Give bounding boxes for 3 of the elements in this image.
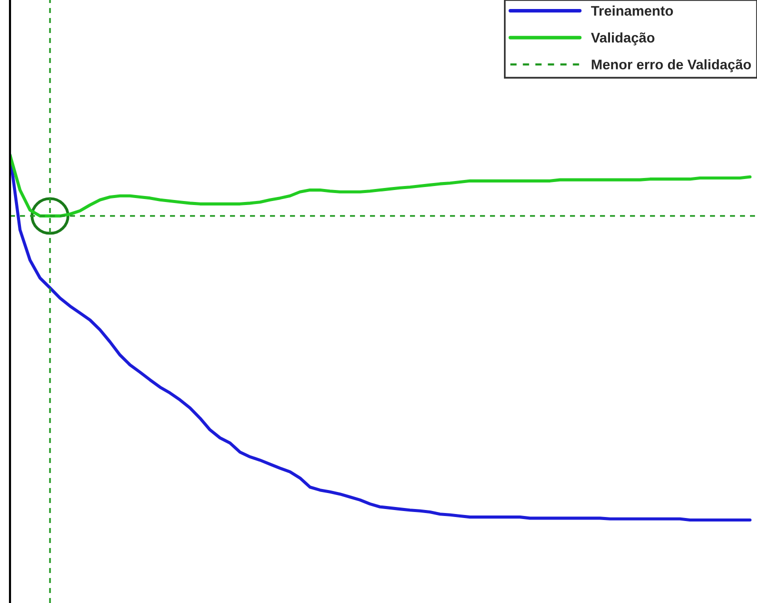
legend-label: Menor erro de Validação (592, 59, 751, 72)
legend-label: Treinamento (591, 6, 673, 16)
legend-label: Validação (590, 32, 654, 46)
